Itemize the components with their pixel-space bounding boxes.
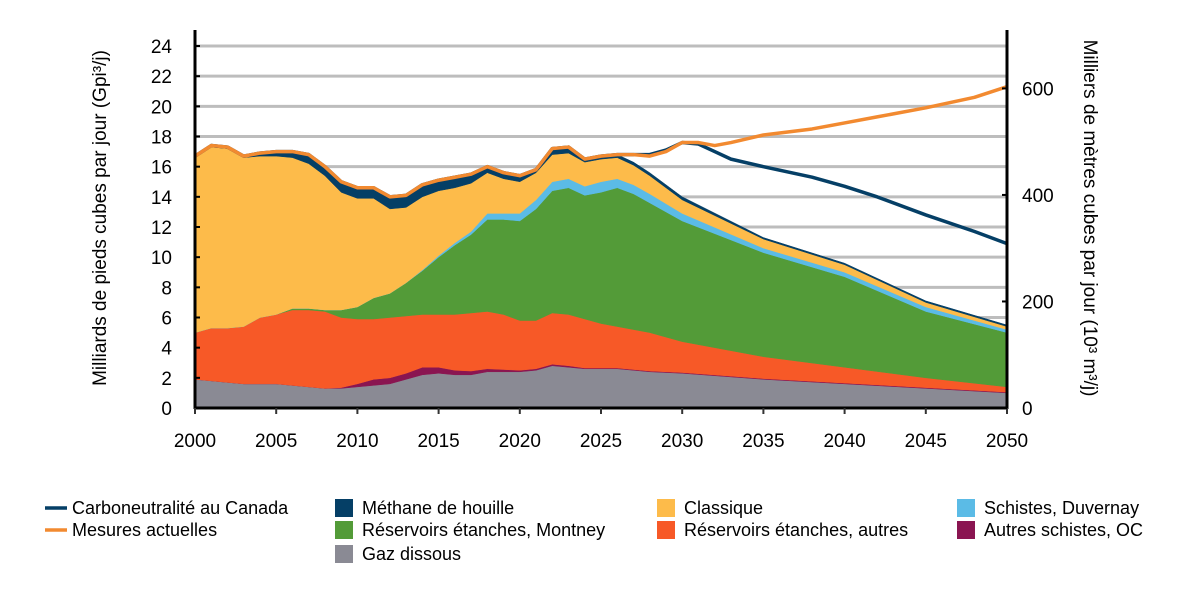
y-right-tick-label: 200 bbox=[1022, 292, 1054, 313]
legend-item: Réservoirs étanches, Montney bbox=[335, 520, 605, 540]
y-tick-label: 12 bbox=[151, 218, 172, 239]
y-right-tick-label: 600 bbox=[1022, 79, 1054, 100]
y-tick-label: 20 bbox=[151, 97, 172, 118]
line-mesures-actuelles bbox=[194, 85, 1008, 199]
legend-swatch bbox=[335, 499, 353, 517]
y-right-tick-label: 0 bbox=[1022, 399, 1033, 420]
legend-item: Méthane de houille bbox=[335, 498, 514, 518]
legend-item: Autres schistes, OC bbox=[957, 520, 1143, 540]
legend-item: Réservoirs étanches, autres bbox=[657, 520, 908, 540]
y-tick-label: 8 bbox=[161, 278, 172, 299]
legend-item: Carboneutralité au Canada bbox=[45, 498, 289, 518]
legend-swatch bbox=[335, 521, 353, 539]
y-tick-label: 18 bbox=[151, 128, 172, 149]
legend: Carboneutralité au Canada Méthane de houi… bbox=[45, 498, 1143, 564]
x-tick-label: 2045 bbox=[905, 431, 947, 452]
legend-swatch bbox=[335, 545, 353, 563]
legend-label: Carboneutralité au Canada bbox=[72, 498, 289, 518]
x-tick-label: 2015 bbox=[417, 431, 459, 452]
x-tick-label: 2000 bbox=[174, 431, 216, 452]
y-tick-label: 10 bbox=[151, 248, 172, 269]
y-axis-right-label: Milliers de mètres cubes par jour (10³ m… bbox=[1079, 40, 1100, 397]
x-tick-label: 2020 bbox=[499, 431, 541, 452]
legend-label: Méthane de houille bbox=[362, 498, 514, 518]
y-tick-label: 2 bbox=[161, 369, 172, 390]
legend-swatch bbox=[657, 499, 675, 517]
y-tick-label: 0 bbox=[161, 399, 172, 420]
x-tick-label: 2040 bbox=[823, 431, 865, 452]
legend-item: Mesures actuelles bbox=[45, 520, 217, 540]
x-tick-label: 2025 bbox=[580, 431, 622, 452]
scenario-lines bbox=[194, 85, 1008, 246]
y-tick-label: 24 bbox=[151, 37, 173, 58]
axes bbox=[193, 30, 1009, 414]
y-axis-label: Milliards de pieds cubes par jour (Gpi³/… bbox=[90, 50, 111, 386]
y-right-tick-label: 400 bbox=[1022, 186, 1054, 207]
legend-item: Classique bbox=[657, 498, 763, 518]
legend-swatch bbox=[957, 499, 975, 517]
legend-swatch bbox=[957, 521, 975, 539]
y-tick-label: 6 bbox=[161, 309, 172, 330]
y-tick-label: 16 bbox=[151, 158, 172, 179]
y-tick-label: 14 bbox=[151, 188, 173, 209]
legend-label: Réservoirs étanches, Montney bbox=[362, 520, 605, 540]
x-tick-label: 2035 bbox=[742, 431, 784, 452]
legend-item: Gaz dissous bbox=[335, 544, 461, 564]
legend-label: Schistes, Duvernay bbox=[984, 498, 1139, 518]
y-tick-label: 4 bbox=[161, 339, 172, 360]
legend-label: Autres schistes, OC bbox=[984, 520, 1143, 540]
legend-item: Schistes, Duvernay bbox=[957, 498, 1139, 518]
legend-label: Gaz dissous bbox=[362, 544, 461, 564]
legend-label: Réservoirs étanches, autres bbox=[684, 520, 908, 540]
legend-swatch bbox=[657, 521, 675, 539]
x-tick-label: 2010 bbox=[336, 431, 378, 452]
y-tick-label: 22 bbox=[151, 67, 172, 88]
x-tick-label: 2005 bbox=[255, 431, 297, 452]
x-tick-label: 2030 bbox=[661, 431, 703, 452]
legend-label: Classique bbox=[684, 498, 763, 518]
stacked-areas bbox=[194, 145, 1008, 409]
legend-label: Mesures actuelles bbox=[72, 520, 217, 540]
x-tick-label: 2050 bbox=[986, 431, 1028, 452]
